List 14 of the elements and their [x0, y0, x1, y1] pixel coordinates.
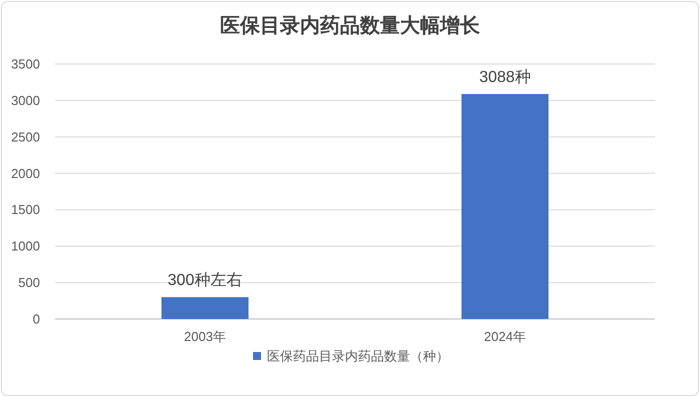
x-tick-label: 2024年 [484, 329, 526, 344]
y-tick-label: 1500 [11, 202, 40, 218]
data-label: 3088种 [479, 68, 531, 86]
data-label: 300种左右 [168, 271, 242, 290]
x-tick-label: 2003年 [184, 329, 226, 344]
y-tick-label: 3000 [11, 92, 40, 108]
legend-label: 医保药品目录内药品数量（种） [267, 348, 449, 364]
y-tick-label: 0 [32, 312, 40, 326]
y-tick-label: 3500 [11, 56, 40, 72]
y-tick-label: 500 [18, 275, 40, 290]
y-tick-label: 1000 [11, 238, 40, 254]
y-tick-label: 2500 [11, 129, 40, 144]
y-tick-label: 2000 [11, 166, 40, 181]
chart-title: 医保目录内药品数量大幅增长 [220, 15, 481, 37]
